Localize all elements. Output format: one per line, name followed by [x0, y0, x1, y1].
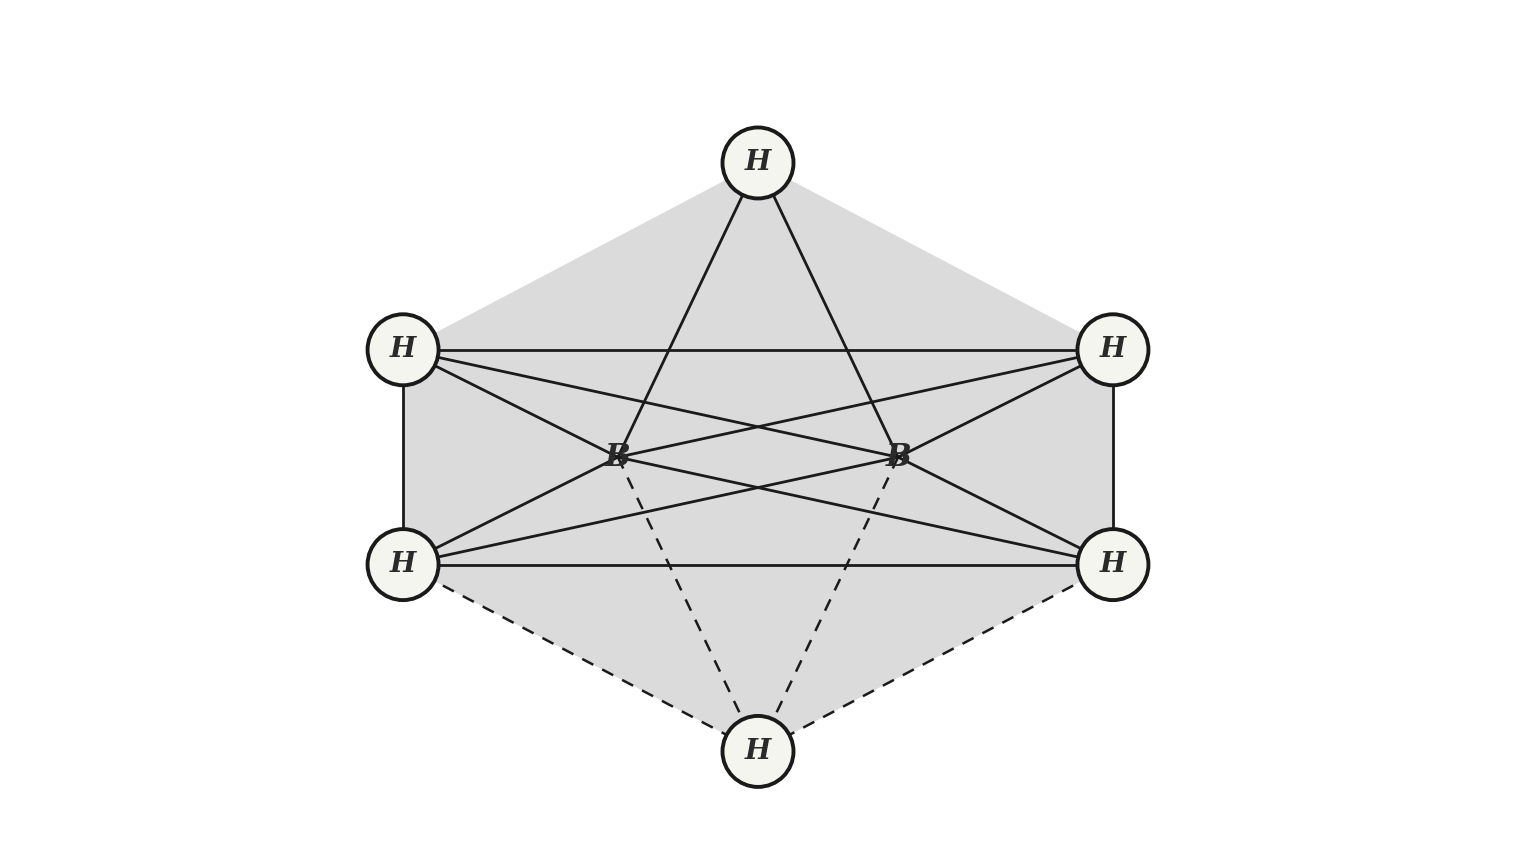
Circle shape	[723, 716, 793, 787]
Text: H: H	[744, 738, 772, 765]
Text: H: H	[390, 551, 417, 578]
Circle shape	[367, 529, 438, 600]
Text: H: H	[744, 149, 772, 177]
Circle shape	[367, 314, 438, 385]
Text: H: H	[1099, 551, 1126, 578]
Text: B: B	[605, 441, 631, 473]
Text: B: B	[885, 441, 911, 473]
Circle shape	[1078, 314, 1149, 385]
Text: H: H	[1099, 336, 1126, 363]
Text: H: H	[390, 336, 417, 363]
Circle shape	[1078, 529, 1149, 600]
Polygon shape	[403, 163, 1113, 751]
Circle shape	[723, 127, 793, 199]
